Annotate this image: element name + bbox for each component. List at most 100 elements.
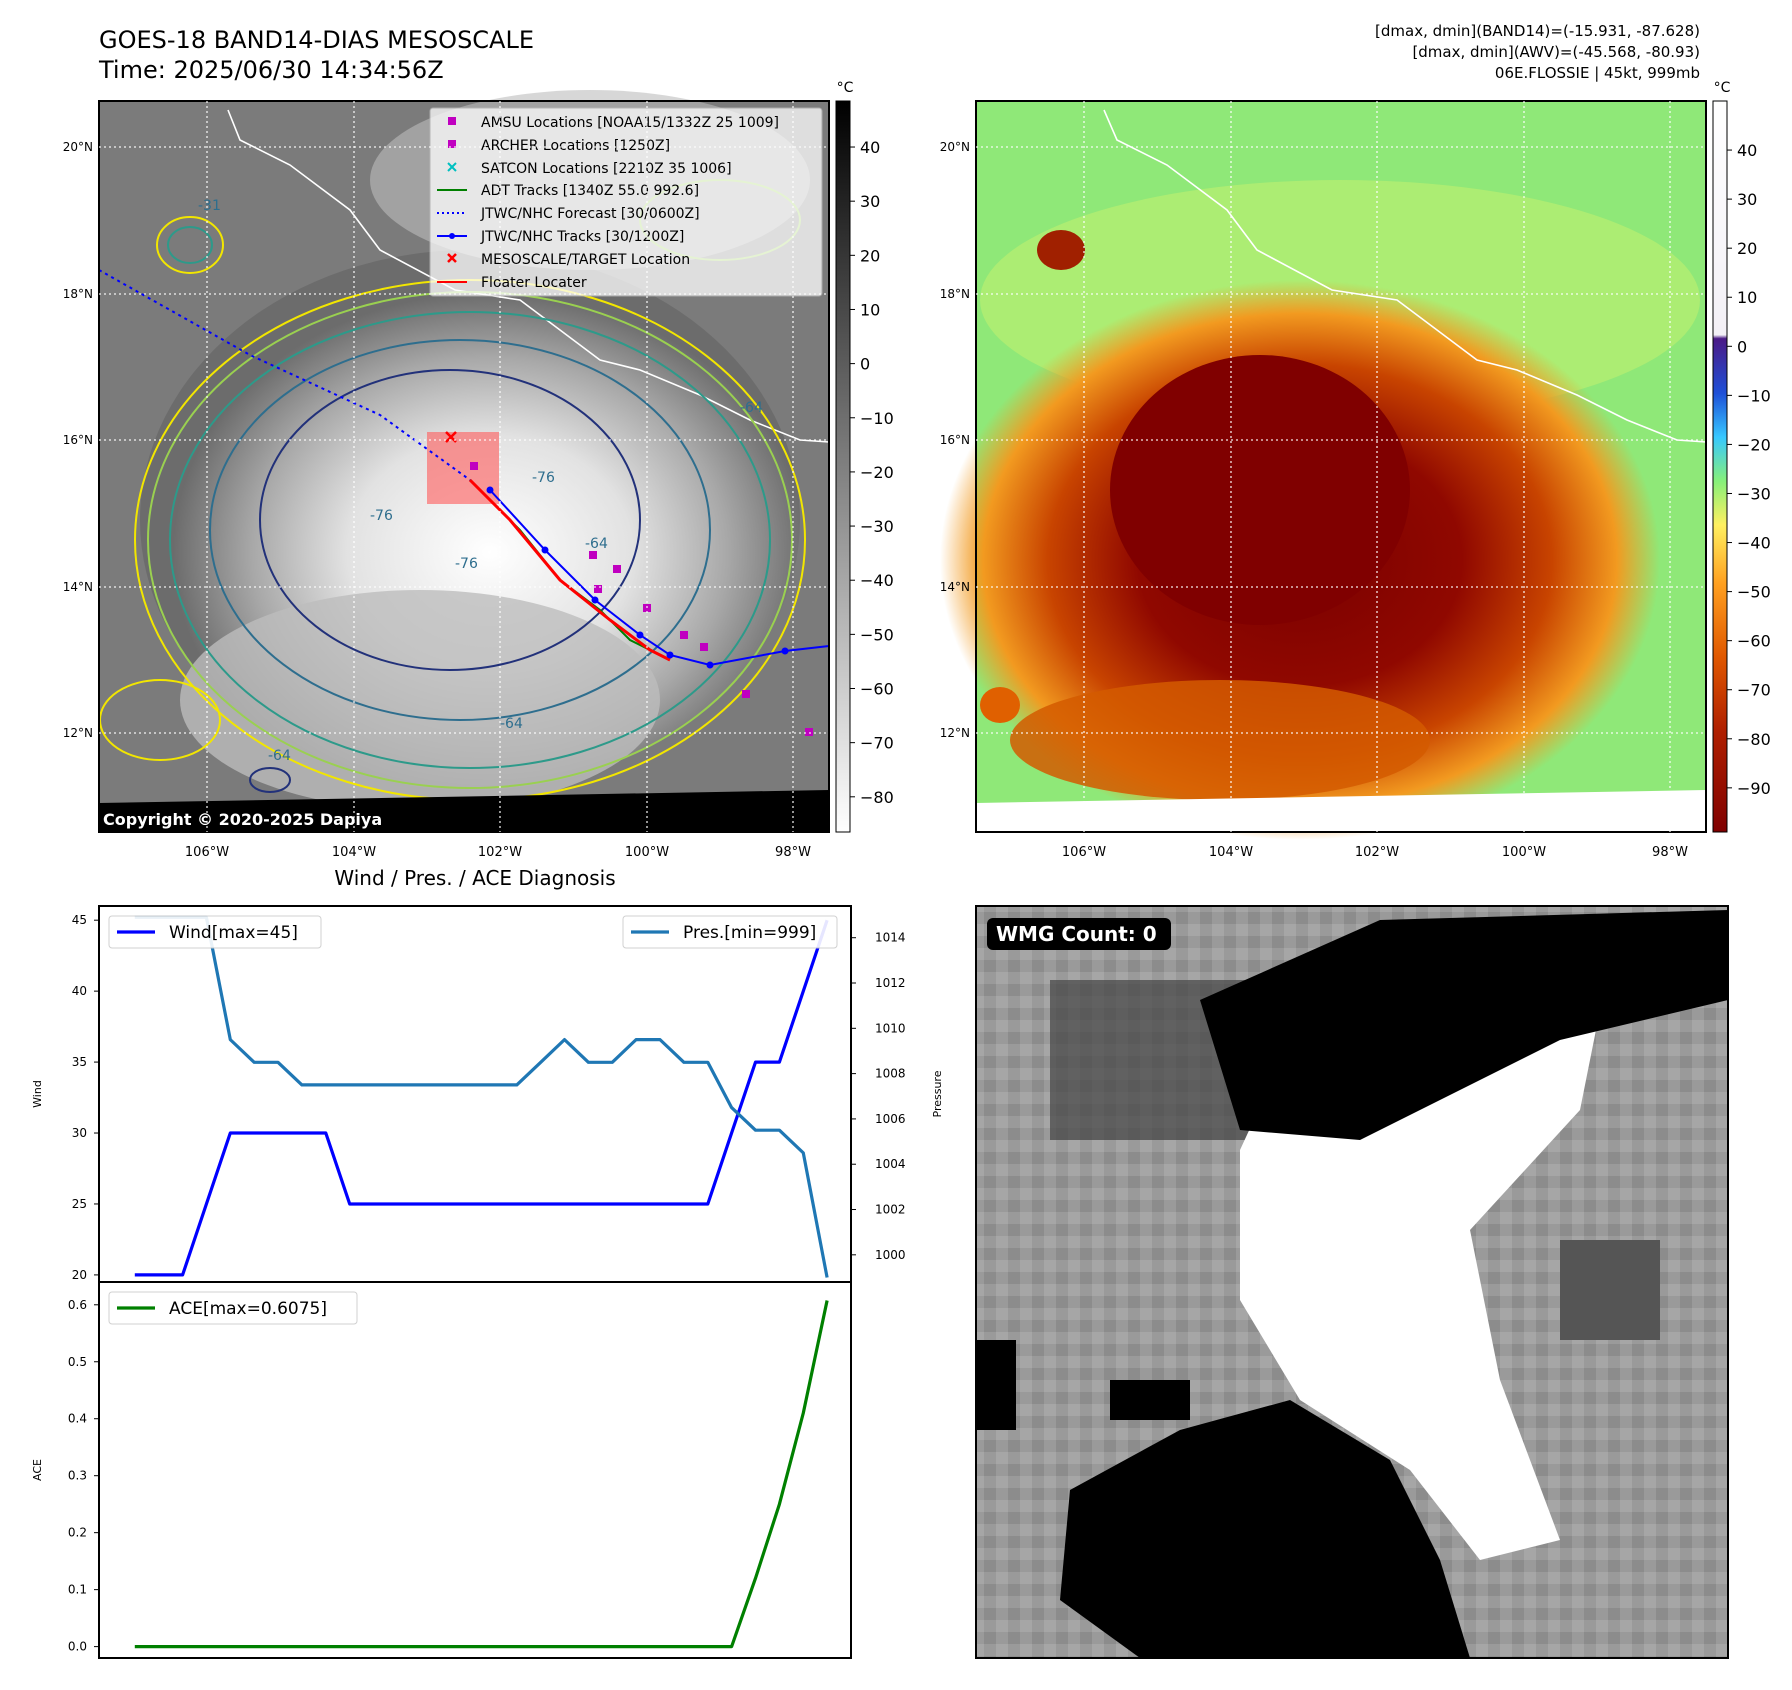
legend-satcon-label: SATCON Locations [2210Z 35 1006] — [481, 161, 732, 177]
jtwc-forecast-track — [98, 269, 471, 481]
colorbar-tick-label: −70 — [1737, 681, 1771, 700]
y-right-tick-label: 1010 — [875, 1021, 906, 1035]
ir-map-panel: -31 -64 -76 -64 -76 -64 -64 -76 Copyrigh… — [98, 80, 894, 833]
map-lat-label: 12°N — [63, 726, 93, 740]
color-map-frame — [975, 100, 1707, 833]
colorbar-tick-label: −80 — [860, 788, 894, 807]
legend-target: MESOSCALE/TARGET Location — [447, 252, 690, 268]
colorbar-tick-label: 20 — [860, 246, 880, 265]
colorbar-tick-label: −40 — [1737, 534, 1771, 553]
legend-box — [622, 915, 838, 949]
colorbar-tick-label: −60 — [860, 680, 894, 699]
color-storm-core — [1110, 355, 1410, 625]
legend-box — [108, 915, 322, 949]
floater-box — [427, 432, 499, 504]
colorbar-tick-label: 0 — [1737, 337, 1747, 356]
wmg-count-label: WMG Count: 0 — [996, 922, 1157, 946]
legend-label: Pres.[min=999] — [683, 923, 816, 943]
ir-map-frame — [98, 100, 830, 833]
map-lat-label: 16°N — [63, 433, 93, 447]
y-tick-label: 0.6 — [68, 1298, 87, 1312]
map-lon-label: 106°W — [185, 845, 229, 860]
legend-target-label: MESOSCALE/TARGET Location — [481, 252, 690, 268]
map-lon-label: 98°W — [775, 845, 811, 860]
copyright: Copyright © 2020-2025 Dapiya — [103, 810, 382, 829]
colorbar-tick-label: 10 — [860, 300, 880, 319]
legend-satcon: SATCON Locations [2210Z 35 1006] — [447, 161, 732, 177]
ir-contour-labels: -31 -64 -76 -64 -76 -64 -64 -76 — [198, 198, 763, 764]
wmg-label-box — [987, 918, 1171, 950]
contour-label: -64 — [500, 716, 523, 732]
colorbar-tick-label: −50 — [1737, 583, 1771, 602]
jtwc-nhc-track-points — [486, 486, 789, 669]
y-axis-label: ACE — [31, 1459, 44, 1481]
color-coastline — [1103, 109, 1707, 443]
figure-time: Time: 2025/06/30 14:34:56Z — [99, 56, 444, 84]
stats-band14: [dmax, dmin](BAND14)=(-15.931, -87.628) — [1375, 22, 1700, 40]
map-legend: AMSU Locations [NOAA15/1332Z 25 1009] AR… — [429, 107, 823, 297]
wmg-black-patch — [1110, 1380, 1190, 1420]
y-tick-label: 0.4 — [68, 1412, 87, 1426]
y-tick-label: 0.5 — [68, 1355, 87, 1369]
gray-colorbar — [835, 100, 851, 833]
y-tick-label: 35 — [72, 1055, 87, 1069]
colorbar-tick-label: 30 — [860, 192, 880, 211]
contour-label: -76 — [370, 508, 393, 524]
map-lon-label: 106°W — [1062, 845, 1106, 860]
color-outer-band — [1010, 680, 1430, 800]
legend-jtwc-tracks: JTWC/NHC Tracks [30/1200Z] — [437, 229, 684, 245]
figure-title: GOES-18 BAND14-DIAS MESOSCALE — [99, 26, 535, 54]
color-map-panel: °C 40 30 20 10 0 −10 −20 −30 −40 −50 −60 −70 −80 −90 — [940, 80, 1771, 840]
map-lat-label: 12°N — [940, 726, 970, 740]
y-axis-label: Wind — [31, 1080, 44, 1108]
colorbar-tick-label: 20 — [1737, 239, 1757, 258]
map-lon-label: 98°W — [1652, 845, 1688, 860]
map-lon-label: 102°W — [1355, 845, 1399, 860]
contour-label: -64 — [585, 536, 608, 552]
floater-locater-track — [468, 478, 671, 662]
legend-jtwc-forecast-label: JTWC/NHC Forecast [30/0600Z] — [480, 206, 700, 222]
colorbar-tick-label: −30 — [1737, 484, 1771, 503]
wmg-black-region — [1060, 1400, 1470, 1658]
contour-label: -64 — [268, 748, 291, 764]
legend-jtwc-tracks-label: JTWC/NHC Tracks [30/1200Z] — [480, 229, 684, 245]
y-tick-label: 40 — [72, 984, 87, 998]
contour-label: -31 — [198, 198, 221, 214]
map-tick-labels: 106°W 104°W 102°W 100°W 98°W 20°N 18°N 16°N 14°N… — [63, 140, 1688, 860]
map-lat-label: 14°N — [940, 580, 970, 594]
wmg-panel: WMG Count: 0 — [975, 905, 1729, 1659]
wmg-black-band — [1200, 910, 1728, 1140]
y-right-tick-label: 1004 — [875, 1157, 906, 1171]
ace-chart: 0.0 0.1 0.2 0.3 0.4 0.5 0.6 ACE ACE[max=0.6075] — [31, 1281, 852, 1659]
y-right-tick-label: 1014 — [875, 931, 906, 945]
legend-label: Wind[max=45] — [169, 923, 298, 943]
jtwc-nhc-track — [489, 489, 830, 667]
legend-archer: ARCHER Locations [1250Z] — [448, 138, 670, 154]
series-line — [134, 919, 829, 1277]
colorbar-tick-label: −40 — [860, 571, 894, 590]
map-lon-label: 104°W — [332, 845, 376, 860]
colorbar-tick-label: −20 — [860, 463, 894, 482]
map-gridlines — [99, 101, 1706, 832]
colorbar-tick-label: 30 — [1737, 190, 1757, 209]
y-tick-label: 0.2 — [68, 1526, 87, 1540]
colorbar-tick-label: 0 — [860, 355, 870, 374]
colorbar-tick-label: −80 — [1737, 730, 1771, 749]
series-line — [134, 1300, 829, 1649]
plot-area — [98, 1281, 852, 1659]
contour-label: -64 — [740, 400, 763, 416]
stats-awv: [dmax, dmin](AWV)=(-45.568, -80.93) — [1412, 43, 1700, 61]
map-lon-label: 102°W — [478, 845, 522, 860]
legend-box — [429, 107, 823, 297]
legend-box — [108, 1291, 358, 1325]
ir-south-cloud — [180, 590, 660, 810]
colorbar-tick-label: 40 — [860, 138, 880, 157]
colorbar-tick-label: −20 — [1737, 435, 1771, 454]
color-isolated-cell — [1037, 230, 1085, 270]
legend-floater: Floater Locater — [437, 275, 587, 291]
colorbar-tick-label: 40 — [1737, 141, 1757, 160]
map-lat-label: 20°N — [940, 140, 970, 154]
storm-info: 06E.FLOSSIE | 45kt, 999mb — [1494, 64, 1700, 82]
